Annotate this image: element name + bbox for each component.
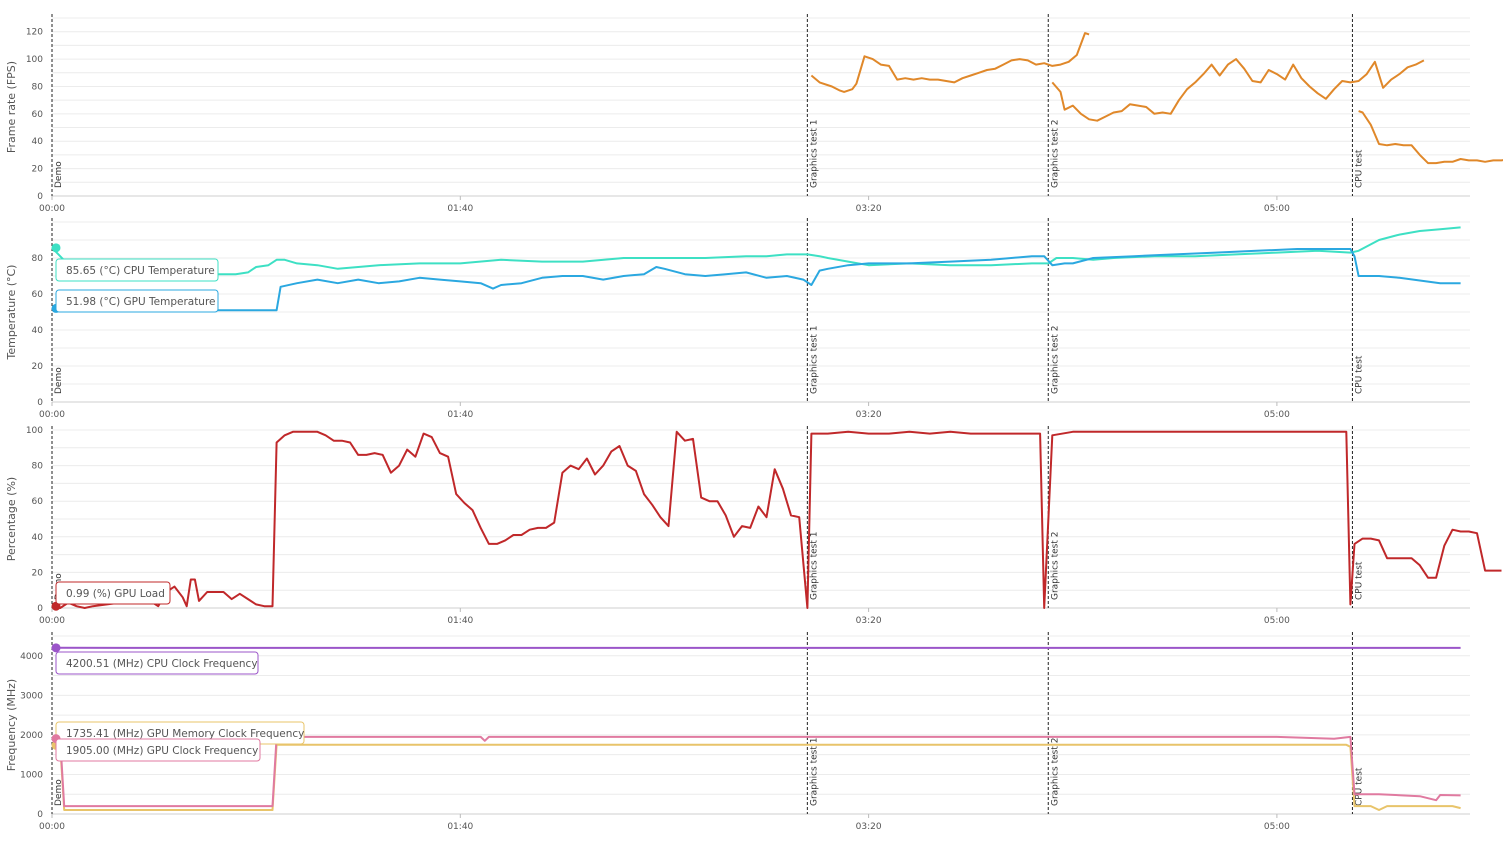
x-tick-label: 03:20 bbox=[856, 410, 882, 420]
y-tick-label: 100 bbox=[26, 426, 43, 436]
x-tick-label: 01:40 bbox=[447, 822, 473, 832]
callout-box bbox=[55, 258, 219, 282]
y-tick-label: 0 bbox=[37, 810, 43, 820]
callout-box bbox=[55, 738, 261, 762]
marker-label: Demo bbox=[54, 367, 64, 394]
x-tick-label: 03:20 bbox=[856, 616, 882, 626]
x-tick-label: 03:20 bbox=[856, 204, 882, 214]
panel-freq: 0 1000 2000 3000 4000 Frequency (MHz) 00:00 01:… bbox=[5, 632, 1470, 832]
y-tick-label: 0 bbox=[37, 398, 43, 408]
x-tick-label: 01:40 bbox=[447, 204, 473, 214]
callout-box bbox=[55, 651, 259, 675]
y-tick-label: 4000 bbox=[20, 652, 43, 662]
callout-label: 0.99 (%) GPU Load bbox=[66, 588, 165, 600]
y-axis-label: Percentage (%) bbox=[5, 477, 18, 561]
marker-label: Graphics test 2 bbox=[1050, 738, 1060, 806]
callout-box bbox=[55, 581, 171, 605]
marker-label: CPU test bbox=[1354, 355, 1364, 394]
y-tick-label: 80 bbox=[32, 82, 44, 92]
callout-dot bbox=[51, 243, 61, 253]
y-tick-label: 20 bbox=[32, 165, 44, 175]
x-tick-label: 03:20 bbox=[856, 822, 882, 832]
y-tick-label: 80 bbox=[32, 254, 44, 264]
y-tick-label: 60 bbox=[32, 290, 44, 300]
callout-label: 1735.41 (MHz) GPU Memory Clock Frequency bbox=[66, 728, 304, 740]
x-tick-label: 00:00 bbox=[39, 204, 65, 214]
marker-label: Graphics test 1 bbox=[809, 326, 819, 394]
series-line bbox=[51, 430, 1502, 609]
marker-label: Graphics test 2 bbox=[1050, 326, 1060, 394]
series-line bbox=[1358, 110, 1503, 165]
callout-label: 4200.51 (MHz) CPU Clock Frequency bbox=[66, 658, 258, 670]
y-tick-label: 2000 bbox=[20, 731, 43, 741]
marker-label: Graphics test 2 bbox=[1050, 120, 1060, 188]
marker-label: CPU test bbox=[1354, 767, 1364, 806]
panel-fps: 0 20 40 60 80 100 120 Frame rate (FPS) 00:00 01:4… bbox=[5, 14, 1503, 214]
marker-label: CPU test bbox=[1354, 561, 1364, 600]
callout-label: 85.65 (°C) CPU Temperature bbox=[66, 265, 215, 277]
y-tick-label: 1000 bbox=[20, 770, 43, 780]
series-line bbox=[51, 735, 1461, 808]
y-tick-label: 0 bbox=[37, 604, 43, 614]
y-tick-label: 60 bbox=[32, 497, 44, 507]
x-tick-label: 05:00 bbox=[1264, 204, 1290, 214]
marker-label: Demo bbox=[54, 779, 64, 806]
series-line bbox=[52, 248, 1461, 312]
y-tick-label: 40 bbox=[32, 137, 44, 147]
callout-dot bbox=[51, 643, 61, 653]
x-tick-label: 05:00 bbox=[1264, 410, 1290, 420]
y-axis-label: Frame rate (FPS) bbox=[5, 61, 18, 153]
callout-label: 51.98 (°C) GPU Temperature bbox=[66, 296, 216, 308]
series-line bbox=[51, 226, 1461, 277]
y-tick-label: 120 bbox=[26, 28, 43, 38]
y-tick-label: 40 bbox=[32, 326, 44, 336]
x-tick-label: 01:40 bbox=[447, 410, 473, 420]
marker-label: CPU test bbox=[1354, 149, 1364, 188]
marker-label: Graphics test 1 bbox=[809, 532, 819, 600]
series-line bbox=[1051, 58, 1425, 122]
x-tick-label: 00:00 bbox=[39, 822, 65, 832]
y-tick-label: 20 bbox=[32, 568, 44, 578]
y-tick-label: 60 bbox=[32, 110, 44, 120]
marker-label: Demo bbox=[54, 161, 64, 188]
y-tick-label: 100 bbox=[26, 55, 43, 65]
x-tick-label: 01:40 bbox=[447, 616, 473, 626]
callout-label: 1905.00 (MHz) GPU Clock Frequency bbox=[66, 745, 258, 757]
y-tick-label: 80 bbox=[32, 462, 44, 472]
panel-load: 0 20 40 60 80 100 Percentage (%) 00:00 01:40 03:2… bbox=[5, 426, 1502, 626]
panel-temp: 0 20 40 60 80 Temperature (°C) 00:00 01:40 03:20… bbox=[5, 218, 1470, 420]
marker-label: Graphics test 1 bbox=[809, 120, 819, 188]
x-tick-label: 00:00 bbox=[39, 410, 65, 420]
callout-box bbox=[55, 289, 219, 313]
marker-label: Graphics test 2 bbox=[1050, 532, 1060, 600]
y-tick-label: 3000 bbox=[20, 691, 43, 701]
y-tick-label: 0 bbox=[37, 192, 43, 202]
x-tick-label: 05:00 bbox=[1264, 616, 1290, 626]
x-tick-label: 00:00 bbox=[39, 616, 65, 626]
series-line bbox=[810, 32, 1090, 93]
y-tick-label: 40 bbox=[32, 533, 44, 543]
y-axis-label: Temperature (°C) bbox=[5, 265, 18, 361]
y-axis-label: Frequency (MHz) bbox=[5, 679, 18, 771]
y-tick-label: 20 bbox=[32, 362, 44, 372]
marker-label: Graphics test 1 bbox=[809, 738, 819, 806]
x-tick-label: 05:00 bbox=[1264, 822, 1290, 832]
